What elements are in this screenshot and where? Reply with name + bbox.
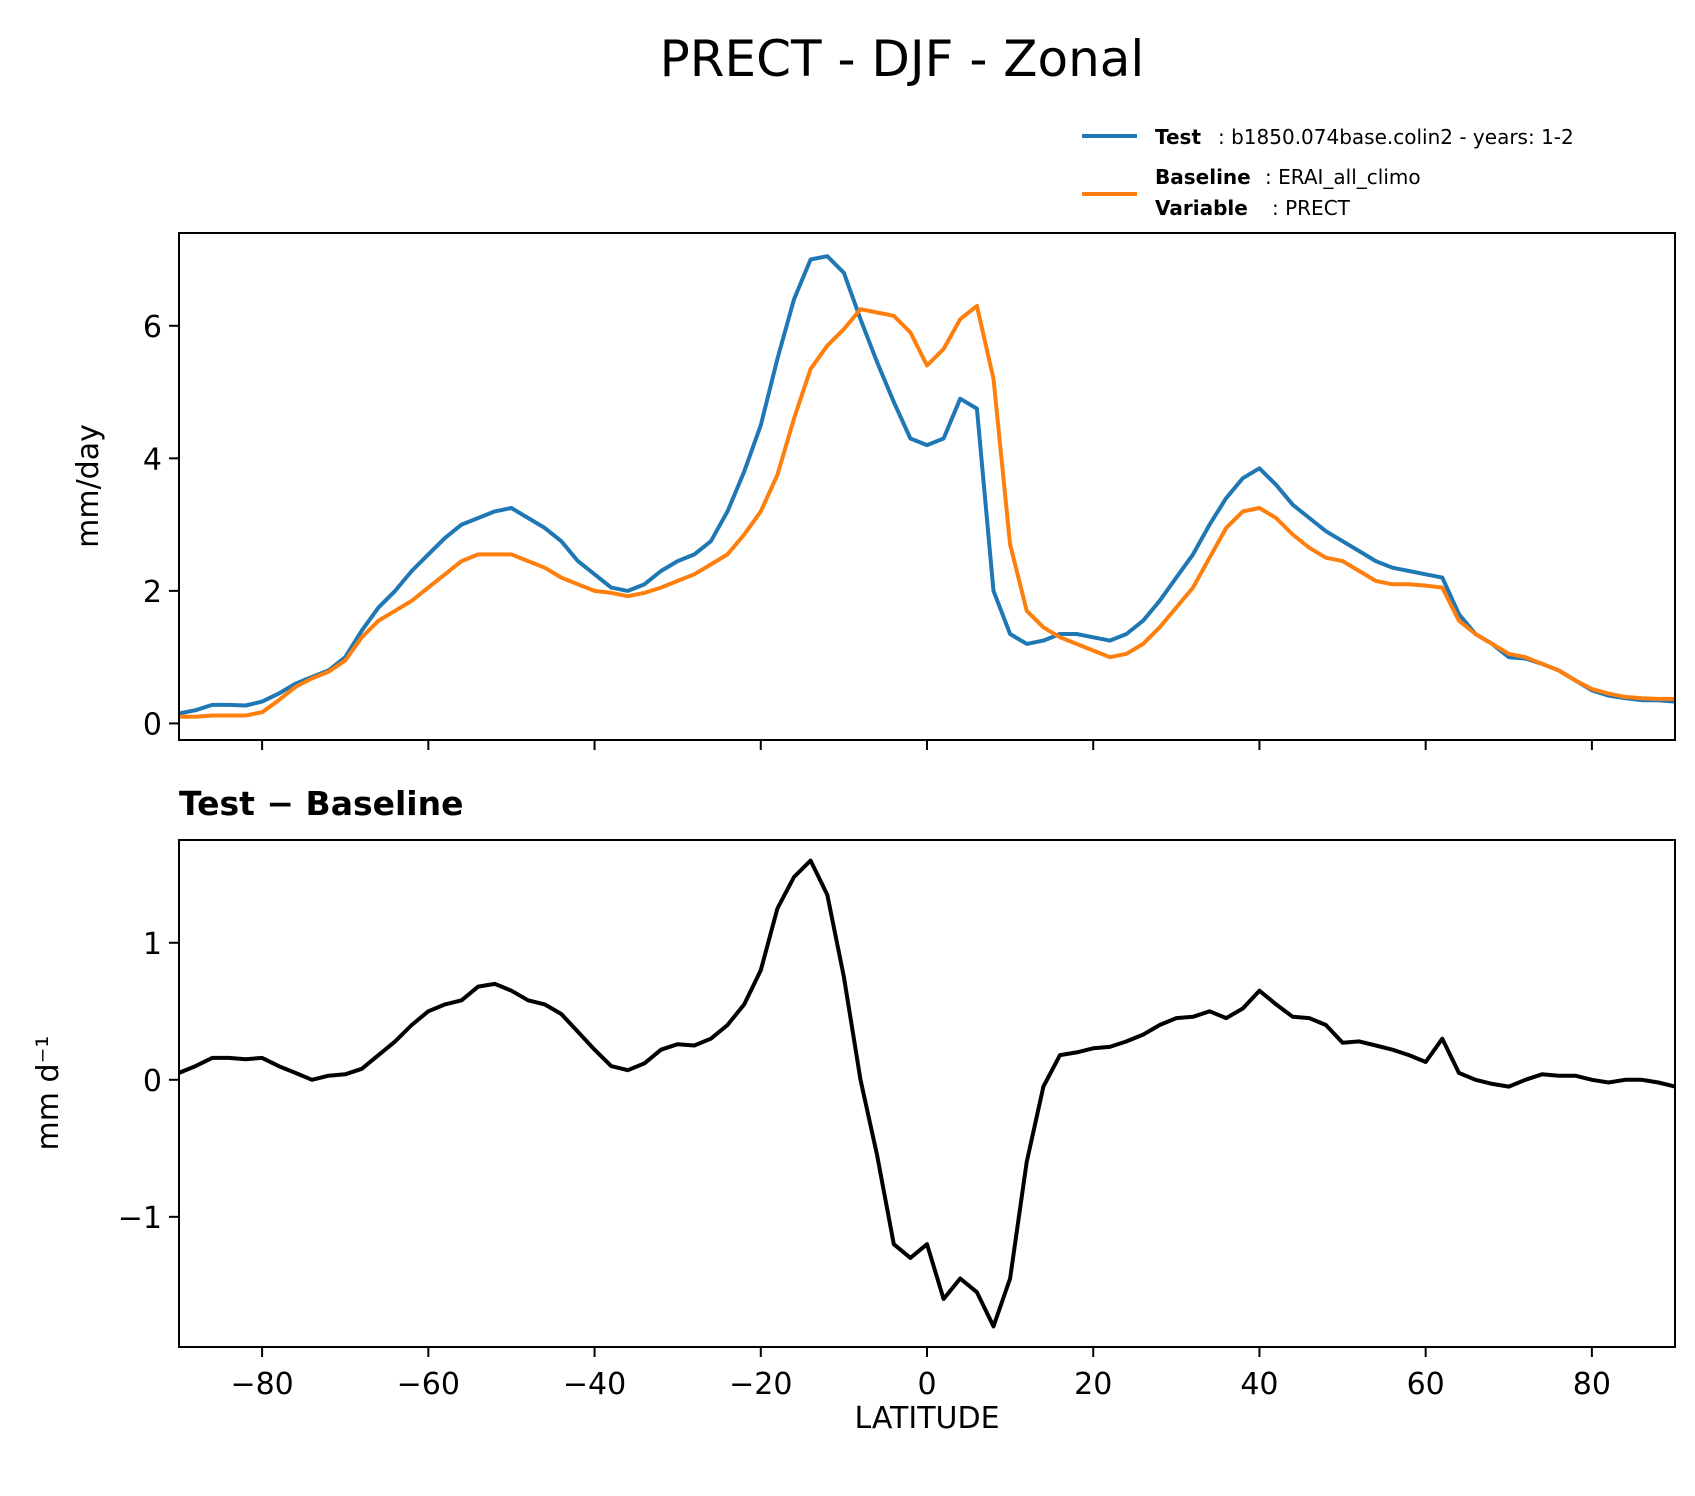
bottom-x-tick-label: 0 (917, 1367, 936, 1402)
legend: Test : b1850.074base.colin2 - years: 1-2… (1082, 125, 1574, 220)
legend-baseline-label-bold: Baseline (1155, 165, 1251, 189)
figure-title: PRECT - DJF - Zonal (660, 30, 1145, 88)
bottom-axes-frame (178, 839, 1676, 1348)
legend-baseline-label-text: : ERAI_all_climo (1265, 165, 1421, 189)
top-series-line-test (178, 254, 1676, 716)
legend-test-label-bold: Test (1155, 125, 1201, 149)
top-x-ticks (261, 740, 1593, 750)
top-series-line-baseline (179, 303, 1675, 719)
bottom-x-ticks: −80 −60 −40 −20 0 20 40 60 80 (230, 1347, 1611, 1402)
bottom-x-tick-label: 40 (1240, 1367, 1278, 1402)
bottom-x-tick-label: −20 (729, 1367, 792, 1402)
bottom-y-tick-label: −1 (118, 1201, 162, 1236)
x-axis-label: LATITUDE (854, 1401, 999, 1436)
bottom-y-tick-label: 0 (143, 1064, 162, 1099)
bottom-panel: Test − Baseline −80 −60 −40 −20 0 20 40 60 80 −1… (31, 784, 1676, 1436)
bottom-x-tick-label: −40 (563, 1367, 626, 1402)
legend-variable-label-bold: Variable (1155, 196, 1248, 220)
bottom-series-line-test-baseline (178, 858, 1676, 1329)
bottom-series-group (178, 858, 1676, 1329)
bottom-panel-title: Test − Baseline (179, 784, 464, 823)
top-y-tick-label: 6 (143, 310, 162, 345)
top-y-tick-label: 4 (143, 442, 162, 477)
top-y-tick-label: 2 (143, 575, 162, 610)
bottom-x-tick-label: −60 (397, 1367, 460, 1402)
bottom-x-tick-label: 80 (1573, 1367, 1611, 1402)
top-y-ticks: 0 2 4 6 (143, 310, 179, 742)
legend-test-label-text: : b1850.074base.colin2 - years: 1-2 (1218, 125, 1574, 149)
top-series-group (178, 254, 1676, 719)
bottom-x-tick-label: 60 (1407, 1367, 1445, 1402)
top-y-axis-label: mm/day (71, 424, 106, 548)
bottom-y-axis-label: mm d⁻¹ (31, 1036, 66, 1151)
legend-variable-label-text: : PRECT (1272, 196, 1351, 220)
bottom-y-ticks: −1 0 1 (118, 927, 179, 1236)
bottom-x-tick-label: −80 (230, 1367, 293, 1402)
top-panel: 0 2 4 6 mm/day (71, 232, 1676, 750)
bottom-y-tick-label: 1 (143, 927, 162, 962)
bottom-x-tick-label: 20 (1074, 1367, 1112, 1402)
top-y-tick-label: 0 (143, 707, 162, 742)
top-axes-frame (178, 232, 1676, 741)
